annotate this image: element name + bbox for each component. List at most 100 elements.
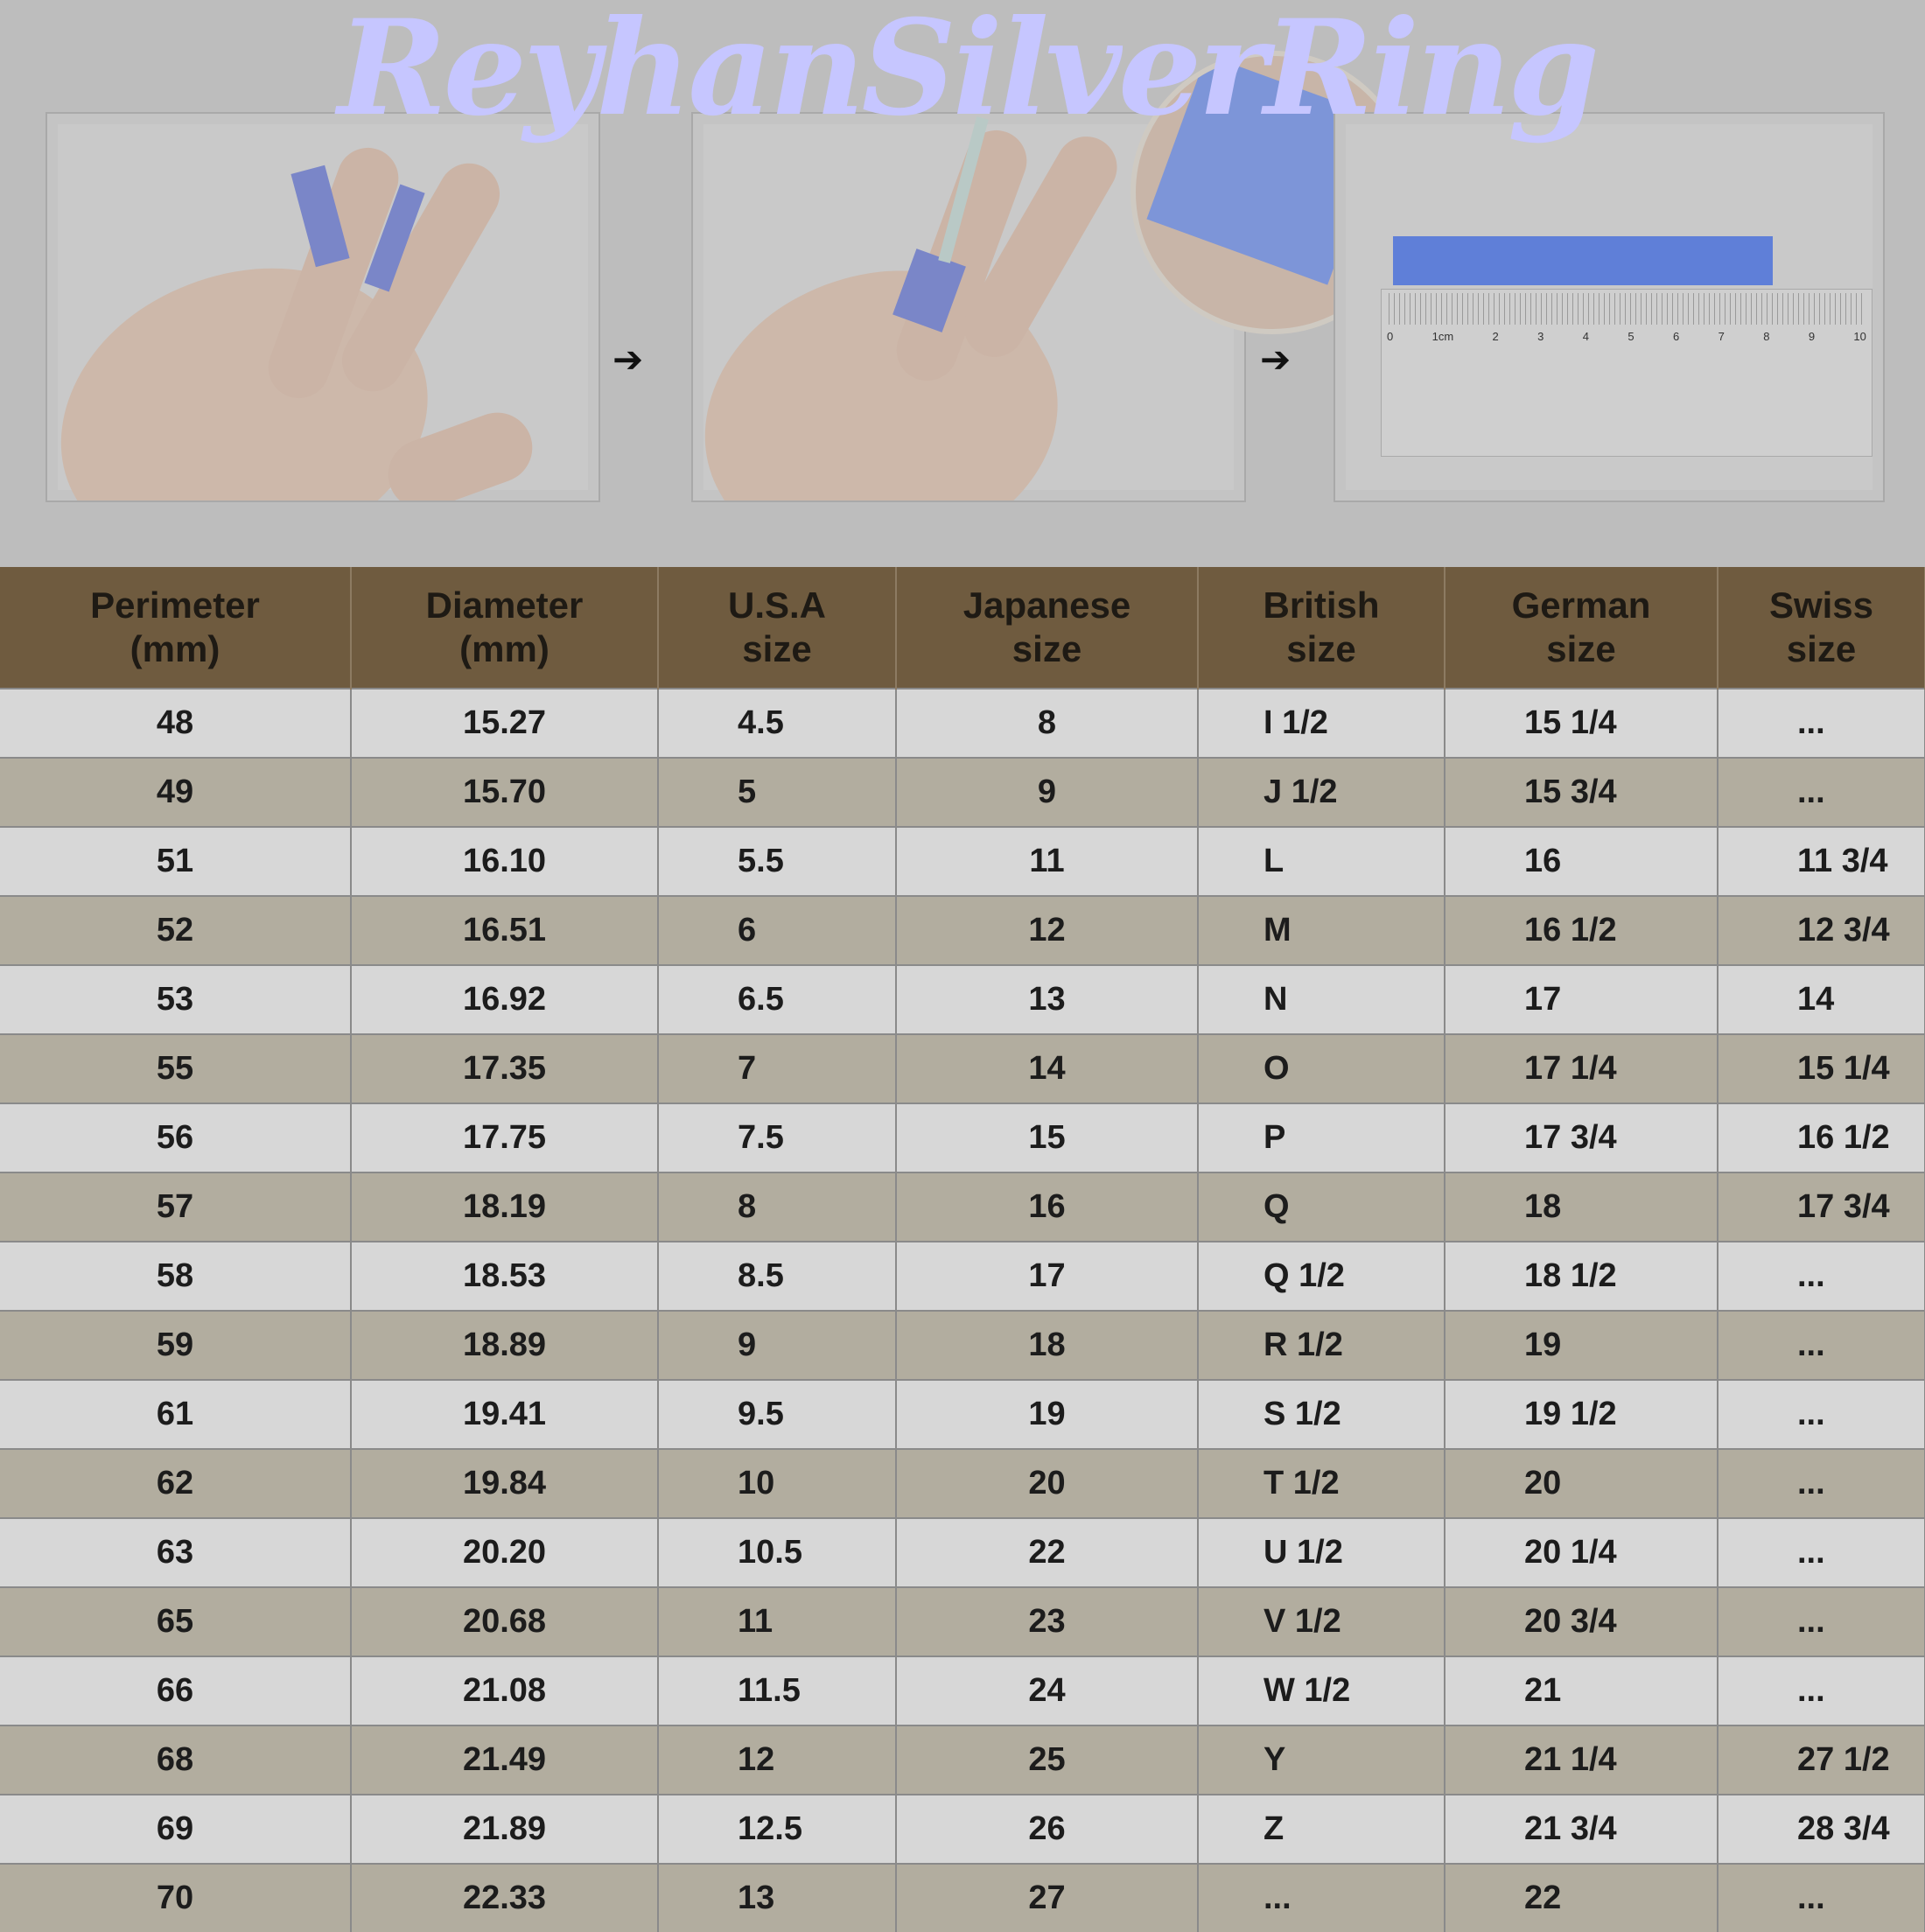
cell-german: 19 1/2 (1445, 1379, 1718, 1449)
right-arrow-icon: ➔ (612, 339, 644, 380)
column-header-diameter: Diameter (mm) (351, 567, 659, 689)
cell-swiss: ... (1718, 1863, 1925, 1932)
cell-diameter: 20.68 (351, 1586, 659, 1656)
ruler: 0 1cm 2 3 4 5 6 7 8 9 10 (1381, 289, 1872, 457)
cell-british: U 1/2 (1198, 1517, 1446, 1587)
cell-usa: 5 (658, 757, 897, 827)
cell-diameter: 16.10 (351, 826, 659, 896)
cell-german: 15 3/4 (1445, 757, 1718, 827)
cell-german: 17 (1445, 964, 1718, 1034)
cell-diameter: 15.70 (351, 757, 659, 827)
header-line: U.S.A (727, 584, 826, 626)
photo-wrap-paper-around-finger (46, 112, 600, 502)
cell-swiss: 27 1/2 (1718, 1725, 1925, 1795)
header-line: Diameter (425, 584, 584, 626)
cell-german: 20 (1445, 1448, 1718, 1518)
cell-diameter: 18.53 (351, 1241, 659, 1311)
cell-british: ... (1198, 1863, 1446, 1932)
table-row: 52 16.51 6 12 M 16 1/2 12 3/4 (0, 895, 1925, 965)
table-row: 58 18.53 8.5 17 Q 1/2 18 1/2... (0, 1241, 1925, 1311)
cell-german: 19 (1445, 1310, 1718, 1380)
measured-strip (1393, 236, 1773, 285)
table-row: 65 20.68 11 23 V 1/2 20 3/4... (0, 1586, 1925, 1656)
cell-japanese: 18 (896, 1310, 1199, 1380)
right-arrow-icon: ➔ (1260, 339, 1292, 380)
cell-japanese: 22 (896, 1517, 1199, 1587)
cell-swiss: ... (1718, 1586, 1925, 1656)
table-row: 56 17.75 7.5 15 P 17 3/4 16 1/2 (0, 1102, 1925, 1172)
cell-german: 17 1/4 (1445, 1033, 1718, 1103)
cell-swiss: 16 1/2 (1718, 1102, 1925, 1172)
cell-british: S 1/2 (1198, 1379, 1446, 1449)
table-row: 51 16.10 5.5 11 L 16 11 3/4 (0, 826, 1925, 896)
table-row: 49 15.70 5 9 J 1/2 15 3/4... (0, 757, 1925, 827)
cell-usa: 11.5 (658, 1656, 897, 1726)
cell-perimeter: 55 (0, 1033, 352, 1103)
cell-diameter: 19.41 (351, 1379, 659, 1449)
ruler-label: 10 (1853, 330, 1866, 343)
cell-usa: 7 (658, 1033, 897, 1103)
column-header-perimeter: Perimeter (mm) (0, 567, 352, 689)
cell-usa: 10.5 (658, 1517, 897, 1587)
cell-swiss: ... (1718, 1656, 1925, 1726)
cell-british: W 1/2 (1198, 1656, 1446, 1726)
cell-usa: 9 (658, 1310, 897, 1380)
cell-perimeter: 56 (0, 1102, 352, 1172)
column-header-japanese: Japanese size (896, 567, 1199, 689)
table-row: 57 18.19 8 16 Q 18 17 3/4 (0, 1172, 1925, 1242)
cell-swiss: 12 3/4 (1718, 895, 1925, 965)
table-row: 68 21.49 12 25 Y 21 1/4 27 1/2 (0, 1725, 1925, 1795)
cell-perimeter: 51 (0, 826, 352, 896)
cell-perimeter: 63 (0, 1517, 352, 1587)
cell-british: O (1198, 1033, 1446, 1103)
cell-german: 20 1/4 (1445, 1517, 1718, 1587)
ruler-label: 8 (1763, 330, 1770, 343)
cell-perimeter: 58 (0, 1241, 352, 1311)
cell-japanese: 25 (896, 1725, 1199, 1795)
cell-japanese: 17 (896, 1241, 1199, 1311)
cell-japanese: 13 (896, 964, 1199, 1034)
cell-diameter: 15.27 (351, 688, 659, 758)
cell-japanese: 24 (896, 1656, 1199, 1726)
ruler-label: 9 (1808, 330, 1816, 343)
cell-perimeter: 53 (0, 964, 352, 1034)
cell-perimeter: 59 (0, 1310, 352, 1380)
cell-british: M (1198, 895, 1446, 965)
cell-british: T 1/2 (1198, 1448, 1446, 1518)
ring-size-table: Perimeter (mm) Diameter (mm) U.S.A size Japane… (0, 567, 1925, 1932)
cell-swiss: 15 1/4 (1718, 1033, 1925, 1103)
cell-japanese: 19 (896, 1379, 1199, 1449)
cell-swiss: ... (1718, 757, 1925, 827)
table-row: 55 17.35 7 14 O 17 1/4 15 1/4 (0, 1033, 1925, 1103)
cell-usa: 4.5 (658, 688, 897, 758)
cell-usa: 10 (658, 1448, 897, 1518)
cell-usa: 13 (658, 1863, 897, 1932)
cell-diameter: 21.89 (351, 1794, 659, 1864)
cell-british: Y (1198, 1725, 1446, 1795)
table-row: 63 20.20 10.5 22 U 1/2 20 1/4... (0, 1517, 1925, 1587)
table-row: 59 18.89 9 18 R 1/2 19... (0, 1310, 1925, 1380)
cell-british: I 1/2 (1198, 688, 1446, 758)
cell-german: 22 (1445, 1863, 1718, 1932)
ruler-label: 0 (1387, 330, 1394, 343)
cell-usa: 12.5 (658, 1794, 897, 1864)
ruler-label: 4 (1582, 330, 1589, 343)
cell-japanese: 27 (896, 1863, 1199, 1932)
cell-japanese: 20 (896, 1448, 1199, 1518)
cell-british: Q 1/2 (1198, 1241, 1446, 1311)
cell-perimeter: 62 (0, 1448, 352, 1518)
column-header-british: British size (1198, 567, 1446, 689)
table-row: 53 16.92 6.5 13 N 17 14 (0, 964, 1925, 1034)
ruler-label: 7 (1718, 330, 1725, 343)
cell-usa: 8 (658, 1172, 897, 1242)
cell-diameter: 18.89 (351, 1310, 659, 1380)
cell-british: P (1198, 1102, 1446, 1172)
cell-swiss: 17 3/4 (1718, 1172, 1925, 1242)
cell-swiss: 11 3/4 (1718, 826, 1925, 896)
header-line: Perimeter (90, 584, 260, 626)
ruler-label: 1cm (1432, 330, 1454, 343)
cell-usa: 7.5 (658, 1102, 897, 1172)
table-row: 66 21.08 11.5 24 W 1/2 21... (0, 1656, 1925, 1726)
cell-german: 17 3/4 (1445, 1102, 1718, 1172)
cell-german: 21 3/4 (1445, 1794, 1718, 1864)
